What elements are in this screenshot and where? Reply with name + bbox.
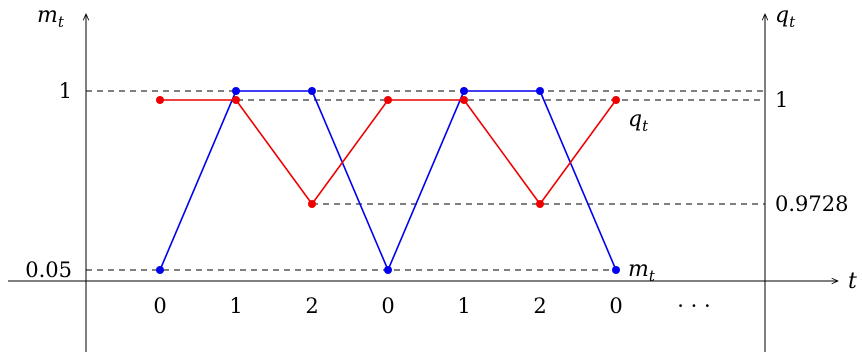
right-tick-label: 1 <box>775 88 788 112</box>
point-qt <box>384 96 392 104</box>
x-tick-label: 0 <box>153 294 166 318</box>
series-label-qt-sub: t <box>642 117 649 135</box>
left-tick-label: 0.05 <box>25 258 72 282</box>
left-axis-label: mt <box>37 3 65 31</box>
left-axis-label-main: m <box>37 3 58 28</box>
point-mt <box>460 87 468 95</box>
right-axis-label: qt <box>775 3 796 31</box>
point-qt <box>308 200 316 208</box>
x-tick-label: 2 <box>533 294 546 318</box>
series-label-mt-main: m <box>628 257 649 282</box>
point-qt <box>232 96 240 104</box>
series-label-qt-main: q <box>628 107 642 132</box>
left-tick-label: 1 <box>59 79 72 103</box>
point-mt <box>536 87 544 95</box>
x-tick-label: 1 <box>229 294 242 318</box>
right-axis-label-sub: t <box>789 13 796 31</box>
point-qt <box>612 96 620 104</box>
point-qt <box>536 200 544 208</box>
right-tick-label: 0.9728 <box>775 192 848 216</box>
x-tick-label: 2 <box>305 294 318 318</box>
x-tick-label: 0 <box>609 294 622 318</box>
point-qt <box>460 96 468 104</box>
point-mt <box>156 266 164 274</box>
x-axis-label: t <box>848 269 857 294</box>
x-ellipsis: · · · <box>677 294 710 318</box>
series-layer <box>156 87 620 274</box>
point-mt <box>384 266 392 274</box>
point-mt <box>232 87 240 95</box>
series-label-mt: mt <box>628 257 656 285</box>
series-line-mt <box>159 90 617 271</box>
series-line-qt <box>160 99 617 205</box>
left-axis-label-sub: t <box>58 13 65 31</box>
point-qt <box>156 96 164 104</box>
point-mt <box>612 266 620 274</box>
x-tick-label: 1 <box>457 294 470 318</box>
right-axis-label-main: q <box>775 3 789 28</box>
series-label-qt: qt <box>628 107 649 135</box>
point-mt <box>308 87 316 95</box>
series-label-mt-sub: t <box>649 267 656 285</box>
x-tick-label: 0 <box>381 294 394 318</box>
axes <box>8 14 838 352</box>
